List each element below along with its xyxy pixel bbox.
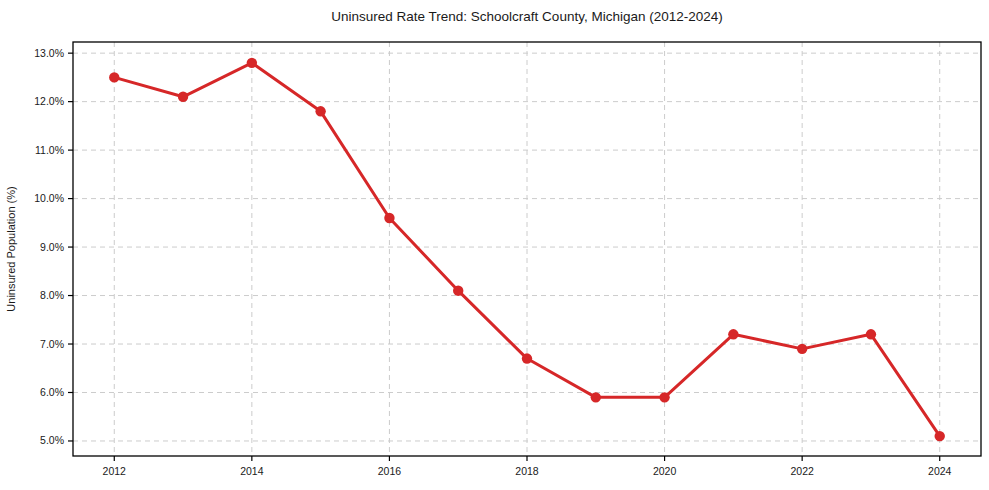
x-tick-label: 2018 bbox=[515, 465, 539, 477]
data-point bbox=[522, 353, 532, 363]
x-tick-label: 2022 bbox=[790, 465, 814, 477]
data-point bbox=[178, 92, 188, 102]
y-tick-label: 6.0% bbox=[40, 386, 64, 398]
y-tick-label: 8.0% bbox=[40, 289, 64, 301]
chart-figure: 5.0% 6.0% 7.0% 8.0% 9.0% 10.0% 11.0% 12.0% 13.0%… bbox=[0, 0, 989, 490]
x-tick-label: 2012 bbox=[103, 465, 127, 477]
data-point bbox=[935, 431, 945, 441]
data-point bbox=[384, 213, 394, 223]
y-tick-label: 12.0% bbox=[34, 95, 64, 107]
y-tick-label: 9.0% bbox=[40, 241, 64, 253]
x-tick-label: 2016 bbox=[378, 465, 402, 477]
y-tick-label: 10.0% bbox=[34, 192, 64, 204]
axes: 5.0% 6.0% 7.0% 8.0% 9.0% 10.0% 11.0% 12.0% 13.0%… bbox=[34, 42, 981, 477]
data-point bbox=[797, 344, 807, 354]
x-tick-label: 2020 bbox=[653, 465, 677, 477]
data-point bbox=[659, 392, 669, 402]
chart-title: Uninsured Rate Trend: Schoolcraft County… bbox=[331, 9, 722, 24]
gridlines bbox=[73, 42, 981, 456]
y-tick-label: 7.0% bbox=[40, 338, 64, 350]
y-tick-label: 11.0% bbox=[35, 144, 64, 156]
data-point bbox=[728, 329, 738, 339]
data-point bbox=[247, 58, 257, 68]
line-chart: 5.0% 6.0% 7.0% 8.0% 9.0% 10.0% 11.0% 12.0% 13.0%… bbox=[0, 0, 989, 490]
data-point bbox=[866, 329, 876, 339]
y-tick-label: 5.0% bbox=[40, 434, 64, 446]
y-tick-label: 13.0% bbox=[34, 47, 64, 59]
data-point bbox=[453, 285, 463, 295]
data-point bbox=[109, 72, 119, 82]
data-point bbox=[315, 106, 325, 116]
x-tick-label: 2024 bbox=[928, 465, 952, 477]
data-point bbox=[591, 392, 601, 402]
x-tick-label: 2014 bbox=[240, 465, 264, 477]
y-axis-label: Uninsured Population (%) bbox=[5, 186, 17, 311]
